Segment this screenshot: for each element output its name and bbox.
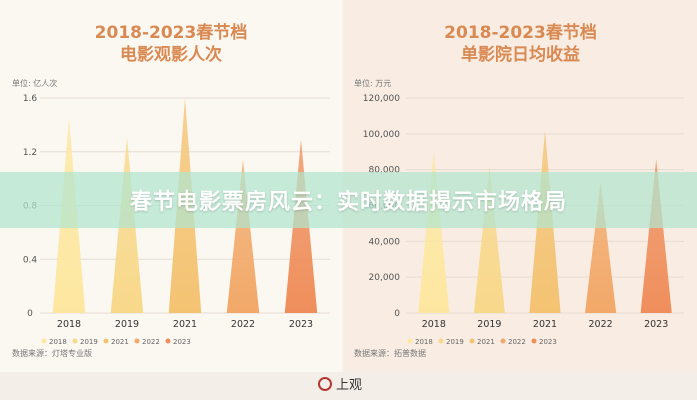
chart-source: 数据来源：灯塔专业版 [12, 349, 92, 358]
legend-marker [500, 338, 506, 344]
legend-label: 2018 [49, 338, 67, 346]
y-tick-label: 40,000 [369, 237, 401, 247]
logo-icon [318, 376, 332, 391]
legend-label: 2019 [446, 338, 464, 346]
bar-2019 [473, 166, 505, 313]
legend-marker [103, 338, 109, 344]
x-tick-label: 2019 [115, 319, 139, 330]
y-tick-label: 20,000 [369, 273, 401, 283]
y-tick-label: 0.4 [23, 255, 38, 265]
y-tick-label: 0 [394, 309, 400, 319]
legend-label: 2021 [477, 338, 495, 346]
x-tick-label: 2022 [589, 319, 613, 330]
bar-2022 [585, 182, 617, 313]
legend-marker [134, 338, 140, 344]
legend-marker [165, 338, 171, 344]
y-tick-label: 100,000 [363, 130, 400, 140]
x-tick-label: 2018 [57, 319, 81, 330]
x-tick-label: 2019 [477, 319, 501, 330]
y-tick-label: 1.6 [23, 94, 38, 104]
legend-marker [41, 338, 47, 344]
chart-title-line-1: 2018-2023春节档 [94, 23, 248, 43]
chart-title-line-1: 2018-2023春节档 [444, 23, 597, 43]
legend-label: 2022 [508, 338, 526, 346]
footer [0, 372, 697, 400]
logo-text: 上观 [336, 378, 363, 393]
legend-label: 2021 [111, 338, 129, 346]
headline-banner: 春节电影票房风云：实时数据揭示市场格局 [0, 172, 697, 228]
legend-label: 2022 [142, 338, 160, 346]
legend-label: 2023 [173, 338, 191, 346]
chart-title-line-2: 电影观影人次 [120, 45, 222, 65]
bar-2023 [640, 158, 672, 313]
y-tick-label: 0 [27, 309, 33, 319]
x-tick-label: 2022 [231, 319, 255, 330]
y-tick-label: 120,000 [363, 94, 400, 104]
legend-marker [469, 338, 475, 344]
chart-unit: 单位: 万元 [354, 79, 392, 88]
x-tick-label: 2018 [422, 319, 446, 330]
legend-label: 2023 [539, 338, 557, 346]
y-tick-label: 80,000 [369, 166, 401, 176]
x-tick-label: 2021 [173, 319, 197, 330]
headline-text: 春节电影票房风云：实时数据揭示市场格局 [129, 190, 567, 215]
x-tick-label: 2023 [644, 319, 668, 330]
x-tick-label: 2023 [289, 319, 313, 330]
legend-label: 2018 [415, 338, 433, 346]
x-tick-label: 2021 [533, 319, 557, 330]
bar-2022 [226, 159, 260, 313]
chart-title-line-2: 单影院日均收益 [461, 45, 580, 65]
y-tick-label: 1.2 [23, 148, 37, 158]
chart-source: 数据来源：拓普数据 [354, 349, 426, 358]
chart-revenue: 020,00040,00060,00080,000100,000120,0002… [363, 94, 684, 346]
legend-label: 2019 [80, 338, 98, 346]
brand-logo: 上观 [318, 374, 362, 393]
bar-2018 [418, 151, 450, 313]
legend-marker [531, 338, 537, 344]
chart-unit: 单位: 亿人次 [12, 79, 58, 88]
legend-marker [438, 338, 444, 344]
legend-marker [407, 338, 413, 344]
legend-marker [72, 338, 78, 344]
